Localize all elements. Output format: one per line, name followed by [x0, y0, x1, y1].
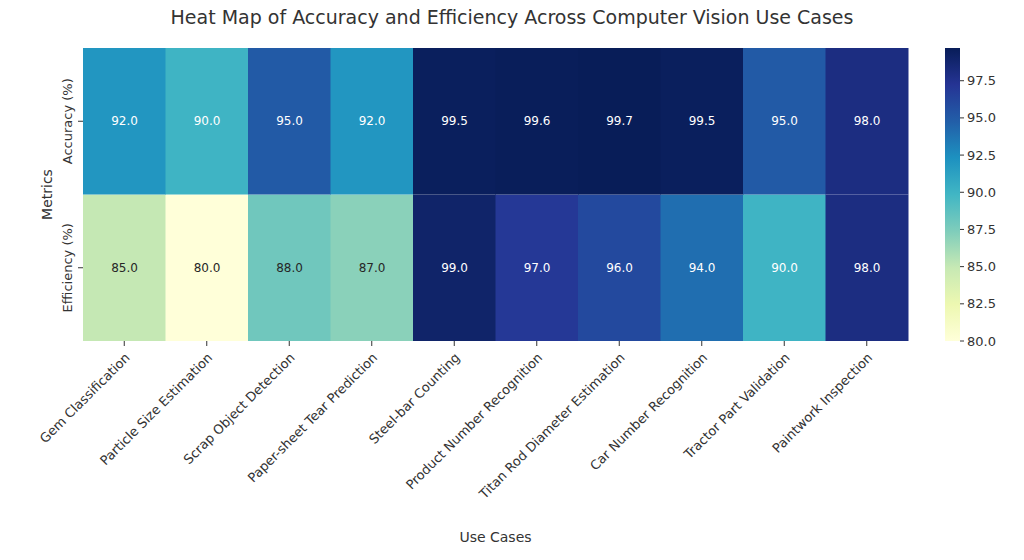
svg-text:99.5: 99.5 [689, 114, 716, 128]
svg-text:97.5: 97.5 [967, 73, 996, 88]
svg-text:90.0: 90.0 [771, 261, 798, 275]
svg-text:99.7: 99.7 [606, 114, 633, 128]
svg-text:99.5: 99.5 [441, 114, 468, 128]
svg-text:95.0: 95.0 [967, 110, 996, 125]
svg-text:98.0: 98.0 [854, 114, 881, 128]
svg-text:Titan Rod Diameter Estimation: Titan Rod Diameter Estimation [475, 350, 627, 502]
svg-text:88.0: 88.0 [276, 261, 303, 275]
svg-text:92.0: 92.0 [359, 114, 386, 128]
svg-text:80.0: 80.0 [967, 334, 996, 349]
svg-text:96.0: 96.0 [606, 261, 633, 275]
svg-text:Particle Size Estimation: Particle Size Estimation [97, 349, 216, 469]
svg-text:Paintwork Inspection: Paintwork Inspection [769, 350, 875, 456]
svg-text:Scrap Object Detection: Scrap Object Detection [180, 349, 298, 468]
svg-text:Product Number Recognition: Product Number Recognition [403, 350, 545, 492]
svg-text:Accuracy (%): Accuracy (%) [60, 78, 75, 164]
svg-text:Metrics: Metrics [39, 169, 55, 220]
svg-text:87.5: 87.5 [967, 222, 996, 237]
svg-text:Steel-bar Counting: Steel-bar Counting [366, 350, 463, 447]
svg-text:99.0: 99.0 [441, 261, 468, 275]
html-text:Heat Map of Accuracy and Effic: Heat Map of Accuracy and Efficiency Acro… [170, 6, 854, 28]
svg-text:Car Number Recognition: Car Number Recognition [587, 349, 711, 474]
svg-text:82.5: 82.5 [967, 296, 996, 311]
svg-text:87.0: 87.0 [359, 261, 386, 275]
svg-text:95.0: 95.0 [771, 114, 798, 128]
svg-text:Gem Classification: Gem Classification [37, 350, 133, 446]
svg-text:80.0: 80.0 [194, 261, 221, 275]
html-text:Use Cases: Use Cases [459, 529, 532, 545]
svg-text:90.0: 90.0 [967, 185, 996, 200]
svg-text:95.0: 95.0 [276, 114, 303, 128]
svg-text:94.0: 94.0 [689, 261, 716, 275]
svg-text:Tractor Part Validation: Tractor Part Validation [681, 349, 793, 462]
svg-text:92.5: 92.5 [967, 148, 996, 163]
svg-text:90.0: 90.0 [194, 114, 221, 128]
svg-text:85.0: 85.0 [967, 259, 996, 274]
svg-text:97.0: 97.0 [524, 261, 551, 275]
svg-text:85.0: 85.0 [111, 261, 138, 275]
svg-text:92.0: 92.0 [111, 114, 138, 128]
svg-text:99.6: 99.6 [524, 114, 551, 128]
svg-text:Efficiency (%): Efficiency (%) [60, 223, 75, 312]
svg-text:Paper-sheet Tear Prediction: Paper-sheet Tear Prediction [245, 350, 381, 486]
svg-text:98.0: 98.0 [854, 261, 881, 275]
